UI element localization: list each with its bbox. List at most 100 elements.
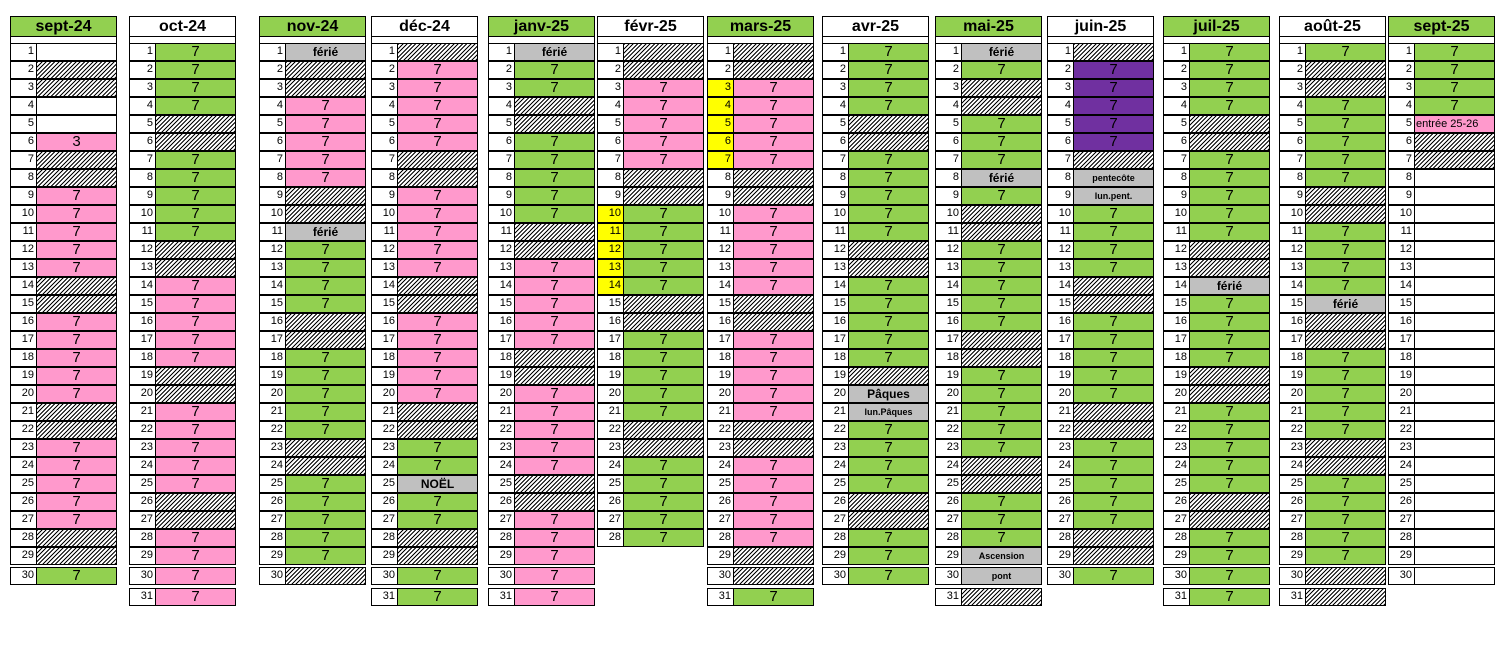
hours-cell[interactable]: 7 bbox=[848, 223, 929, 241]
day-number[interactable]: 9 bbox=[259, 187, 286, 205]
day-number[interactable]: 14 bbox=[597, 277, 624, 295]
day-number[interactable]: 24 bbox=[1388, 457, 1415, 475]
day-number[interactable]: 11 bbox=[822, 223, 849, 241]
hours-cell[interactable]: 7 bbox=[961, 241, 1042, 259]
hours-cell[interactable]: 7 bbox=[155, 205, 236, 223]
hatched-day-cell[interactable] bbox=[36, 277, 117, 295]
day-number[interactable]: 21 bbox=[129, 403, 156, 421]
hours-cell[interactable]: 7 bbox=[514, 547, 595, 565]
day-number[interactable]: 20 bbox=[129, 385, 156, 403]
day-number[interactable]: 31 bbox=[1163, 588, 1190, 606]
day-number[interactable]: 8 bbox=[597, 169, 624, 187]
day-number[interactable]: 8 bbox=[1047, 169, 1074, 187]
hours-cell[interactable]: 7 bbox=[961, 439, 1042, 457]
hours-cell[interactable]: 3 bbox=[36, 133, 117, 151]
hours-cell[interactable]: 7 bbox=[733, 151, 814, 169]
hatched-day-cell[interactable] bbox=[1073, 421, 1154, 439]
day-number[interactable]: 26 bbox=[259, 493, 286, 511]
hours-cell[interactable]: 7 bbox=[1305, 421, 1386, 439]
day-number[interactable]: 15 bbox=[259, 295, 286, 313]
hours-cell[interactable]: 7 bbox=[733, 205, 814, 223]
month-header[interactable]: déc-24 bbox=[371, 16, 478, 37]
day-number[interactable]: 12 bbox=[488, 241, 515, 259]
day-number[interactable]: 2 bbox=[1279, 61, 1306, 79]
day-number[interactable]: 2 bbox=[707, 61, 734, 79]
day-number[interactable]: 16 bbox=[488, 313, 515, 331]
hours-cell[interactable]: 7 bbox=[848, 205, 929, 223]
day-number[interactable]: 20 bbox=[822, 385, 849, 403]
day-number[interactable]: 27 bbox=[1388, 511, 1415, 529]
hours-cell[interactable]: 7 bbox=[848, 547, 929, 565]
day-number[interactable]: 22 bbox=[1163, 421, 1190, 439]
day-number[interactable]: 13 bbox=[1279, 259, 1306, 277]
day-number[interactable]: 26 bbox=[935, 493, 962, 511]
day-number[interactable]: 27 bbox=[1279, 511, 1306, 529]
hours-cell[interactable]: 7 bbox=[733, 223, 814, 241]
day-number[interactable]: 14 bbox=[488, 277, 515, 295]
day-number[interactable]: 24 bbox=[935, 457, 962, 475]
hours-cell[interactable]: 7 bbox=[36, 259, 117, 277]
hours-cell[interactable] bbox=[1414, 385, 1495, 403]
hatched-day-cell[interactable] bbox=[623, 439, 704, 457]
hours-cell[interactable]: 7 bbox=[1189, 223, 1270, 241]
hours-cell[interactable]: 7 bbox=[36, 511, 117, 529]
holiday-cell[interactable]: pont bbox=[961, 567, 1042, 585]
hours-cell[interactable]: 7 bbox=[1073, 61, 1154, 79]
day-number[interactable]: 9 bbox=[597, 187, 624, 205]
hours-cell[interactable]: 7 bbox=[1305, 475, 1386, 493]
day-number[interactable]: 18 bbox=[822, 349, 849, 367]
day-number[interactable]: 21 bbox=[371, 403, 398, 421]
hours-cell[interactable]: 7 bbox=[623, 331, 704, 349]
hours-cell[interactable]: 7 bbox=[155, 151, 236, 169]
day-number[interactable]: 27 bbox=[1163, 511, 1190, 529]
hours-cell[interactable]: 7 bbox=[36, 241, 117, 259]
hours-cell[interactable]: 7 bbox=[285, 511, 366, 529]
day-number[interactable]: 7 bbox=[935, 151, 962, 169]
hatched-day-cell[interactable] bbox=[1189, 133, 1270, 151]
day-number[interactable]: 14 bbox=[1388, 277, 1415, 295]
hours-cell[interactable] bbox=[1414, 421, 1495, 439]
day-number[interactable]: 17 bbox=[488, 331, 515, 349]
holiday-cell[interactable]: pentecôte bbox=[1073, 169, 1154, 187]
hours-cell[interactable]: 7 bbox=[514, 421, 595, 439]
hours-cell[interactable] bbox=[1414, 511, 1495, 529]
day-number[interactable]: 25 bbox=[129, 475, 156, 493]
month-header[interactable]: sept-24 bbox=[10, 16, 117, 37]
day-number[interactable]: 24 bbox=[1047, 457, 1074, 475]
hours-cell[interactable]: 7 bbox=[1189, 331, 1270, 349]
day-number[interactable]: 16 bbox=[371, 313, 398, 331]
day-number[interactable]: 12 bbox=[1047, 241, 1074, 259]
hatched-day-cell[interactable] bbox=[36, 151, 117, 169]
hours-cell[interactable]: 7 bbox=[1189, 475, 1270, 493]
hatched-day-cell[interactable] bbox=[961, 223, 1042, 241]
day-number[interactable]: 11 bbox=[935, 223, 962, 241]
day-number[interactable]: 14 bbox=[707, 277, 734, 295]
day-number[interactable]: 21 bbox=[1388, 403, 1415, 421]
hours-cell[interactable]: 7 bbox=[733, 385, 814, 403]
day-number[interactable]: 17 bbox=[1388, 331, 1415, 349]
day-number[interactable]: 13 bbox=[10, 259, 37, 277]
hours-cell[interactable]: 7 bbox=[1073, 439, 1154, 457]
day-number[interactable]: 20 bbox=[488, 385, 515, 403]
day-number[interactable]: 26 bbox=[1279, 493, 1306, 511]
day-number[interactable]: 6 bbox=[597, 133, 624, 151]
day-number[interactable]: 30 bbox=[10, 567, 37, 585]
hours-cell[interactable] bbox=[1414, 331, 1495, 349]
day-number[interactable]: 25 bbox=[1163, 475, 1190, 493]
day-number[interactable]: 8 bbox=[707, 169, 734, 187]
day-number[interactable]: 4 bbox=[1388, 97, 1415, 115]
hatched-day-cell[interactable] bbox=[1189, 367, 1270, 385]
hatched-day-cell[interactable] bbox=[1073, 43, 1154, 61]
hours-cell[interactable]: 7 bbox=[733, 277, 814, 295]
day-number[interactable]: 19 bbox=[129, 367, 156, 385]
day-number[interactable]: 1 bbox=[935, 43, 962, 61]
day-number[interactable]: 16 bbox=[1163, 313, 1190, 331]
hours-cell[interactable]: 7 bbox=[397, 223, 478, 241]
day-number[interactable]: 13 bbox=[371, 259, 398, 277]
day-number[interactable]: 9 bbox=[488, 187, 515, 205]
day-number[interactable]: 27 bbox=[259, 511, 286, 529]
hours-cell[interactable]: 7 bbox=[733, 588, 814, 606]
day-number[interactable]: 9 bbox=[1163, 187, 1190, 205]
day-number[interactable]: 12 bbox=[371, 241, 398, 259]
hours-cell[interactable]: 7 bbox=[155, 439, 236, 457]
